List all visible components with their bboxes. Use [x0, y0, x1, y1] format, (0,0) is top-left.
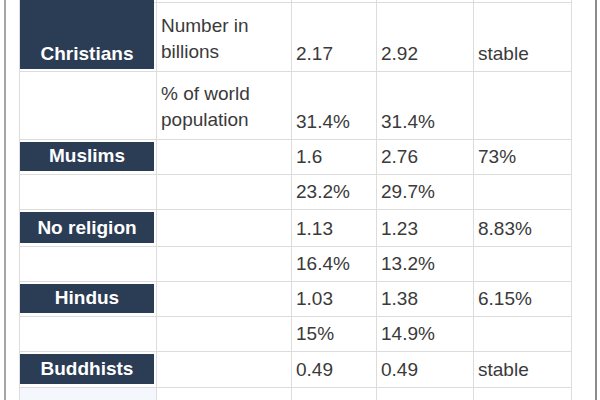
metric-cell [157, 317, 292, 352]
value-text: 1.38 [381, 288, 418, 310]
value-text: 13.2% [381, 253, 435, 275]
change-cell: stable [474, 352, 572, 388]
religion-label: Buddhists [41, 358, 134, 380]
value-text: 1.13 [296, 218, 333, 240]
value-text: 16.4% [296, 253, 350, 275]
value-cell: 0.49 [377, 352, 474, 388]
document-page: Christians Number in billions 2.17 2.92 … [0, 0, 600, 400]
change-cell [474, 247, 572, 282]
religion-cell-muslims: Muslims [19, 140, 157, 175]
value-text: 0.49 [296, 359, 333, 381]
value-cell: 31.4% [292, 72, 377, 140]
value-text: 1.6 [296, 146, 322, 168]
metric-label: % of world population [161, 81, 289, 133]
value-cell: 2.92 [377, 3, 474, 72]
value-text: 2.17 [296, 43, 333, 65]
metric-cell [157, 140, 292, 175]
value-cell: 29.7% [377, 175, 474, 210]
religion-cell-blank [19, 247, 157, 282]
change-text: stable [478, 43, 529, 65]
religion-cell-blank [19, 317, 157, 352]
value-cell: 2.76 [377, 140, 474, 175]
cropped-bottom-cell [377, 388, 474, 400]
value-cell: 1.13 [292, 210, 377, 247]
change-text: 8.83% [478, 218, 532, 240]
religion-header-muslims: Muslims [20, 142, 154, 171]
metric-cell: Number in billions [157, 3, 292, 72]
value-cell: 31.4% [377, 72, 474, 140]
change-cell [474, 72, 572, 140]
change-text: 73% [478, 146, 516, 168]
metric-label: Number in billions [161, 13, 289, 65]
value-cell: 14.9% [377, 317, 474, 352]
change-text: stable [478, 359, 529, 381]
religion-label: Christians [41, 43, 134, 65]
change-cell: 6.15% [474, 282, 572, 317]
metric-cell [157, 352, 292, 388]
religion-label: Hindus [55, 287, 119, 309]
value-text: 23.2% [296, 181, 350, 203]
metric-cell: % of world population [157, 72, 292, 140]
value-text: 15% [296, 323, 334, 345]
value-text: 2.76 [381, 146, 418, 168]
cropped-bottom-cell [19, 388, 157, 400]
religion-cell-no-religion: No religion [19, 210, 157, 247]
page-left-border [4, 0, 6, 400]
value-text: 14.9% [381, 323, 435, 345]
religion-header-no-religion: No religion [20, 212, 154, 243]
religion-cell-blank [19, 72, 157, 140]
value-cell: 1.38 [377, 282, 474, 317]
value-cell: 23.2% [292, 175, 377, 210]
religion-projection-table: Christians Number in billions 2.17 2.92 … [19, 0, 572, 400]
religion-label: Muslims [49, 145, 125, 167]
change-cell [474, 317, 572, 352]
religion-cell-christians: Christians [19, 3, 157, 72]
change-cell: 73% [474, 140, 572, 175]
cropped-bottom-cell [292, 388, 377, 400]
value-cell: 15% [292, 317, 377, 352]
value-cell: 1.03 [292, 282, 377, 317]
religion-cell-blank [19, 175, 157, 210]
value-cell: 1.23 [377, 210, 474, 247]
value-text: 0.49 [381, 359, 418, 381]
value-cell: 1.6 [292, 140, 377, 175]
religion-label: No religion [37, 217, 136, 239]
page-right-border [595, 0, 597, 400]
value-text: 1.03 [296, 288, 333, 310]
value-cell: 13.2% [377, 247, 474, 282]
change-cell [474, 175, 572, 210]
value-cell: 0.49 [292, 352, 377, 388]
change-cell: stable [474, 3, 572, 72]
change-text: 6.15% [478, 288, 532, 310]
metric-cell [157, 282, 292, 317]
metric-cell [157, 175, 292, 210]
religion-cell-buddhists: Buddhists [19, 352, 157, 388]
metric-cell [157, 247, 292, 282]
metric-cell [157, 210, 292, 247]
religion-cell-hindus: Hindus [19, 282, 157, 317]
value-text: 1.23 [381, 218, 418, 240]
religion-header-buddhists: Buddhists [20, 354, 154, 384]
religion-header-hindus: Hindus [20, 284, 154, 313]
change-cell: 8.83% [474, 210, 572, 247]
value-cell: 16.4% [292, 247, 377, 282]
value-text: 31.4% [296, 111, 350, 133]
value-text: 2.92 [381, 43, 418, 65]
value-text: 31.4% [381, 111, 435, 133]
cropped-bottom-cell [474, 388, 572, 400]
value-text: 29.7% [381, 181, 435, 203]
religion-header-christians: Christians [20, 0, 154, 69]
value-cell: 2.17 [292, 3, 377, 72]
cropped-bottom-cell [157, 388, 292, 400]
